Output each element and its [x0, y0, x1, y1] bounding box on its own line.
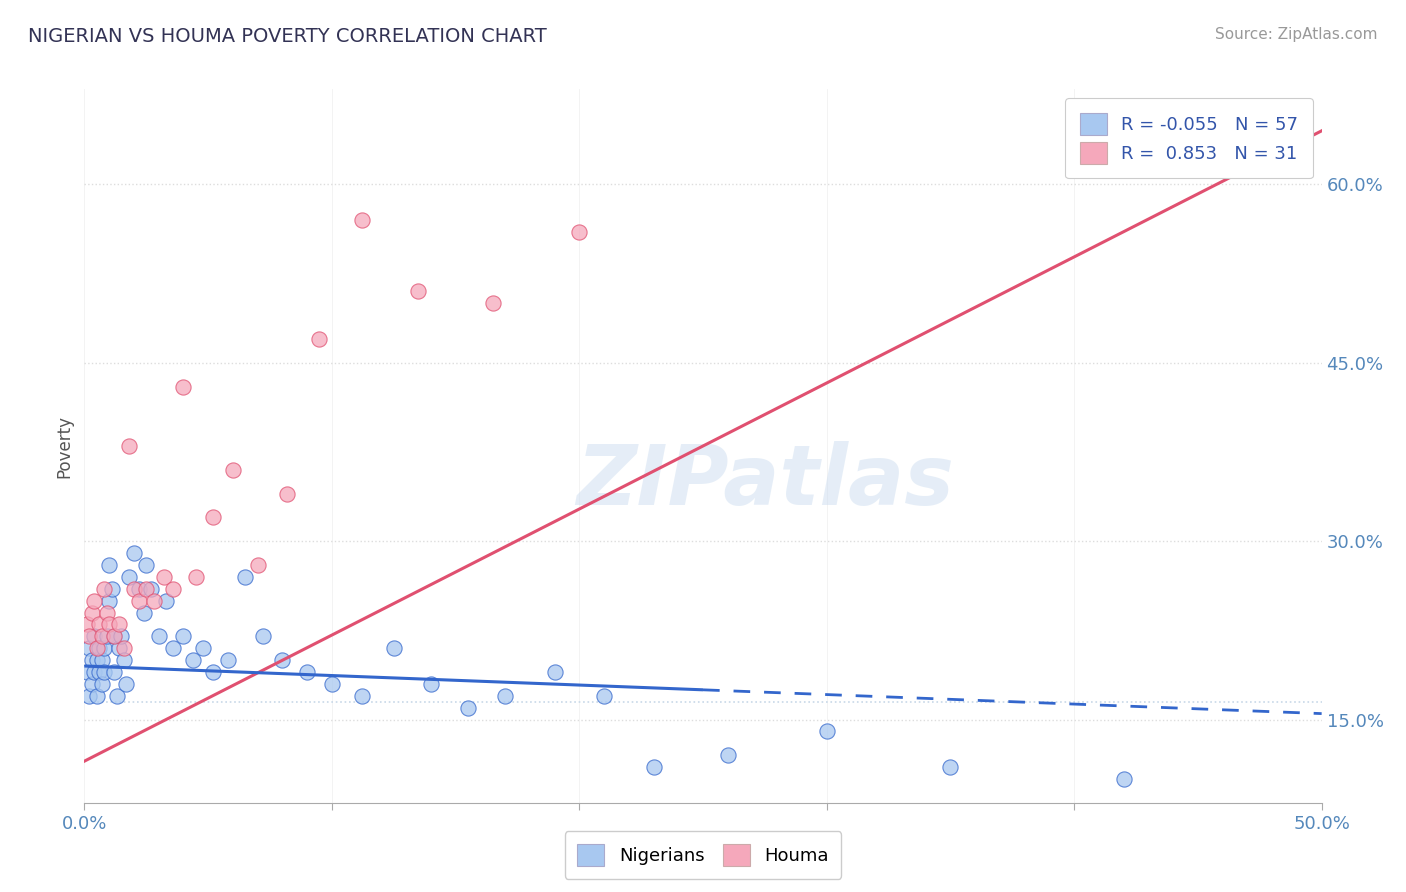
Point [98, 558, 121, 572]
Point [103, 629, 125, 643]
Point [222, 463, 245, 477]
Point [308, 332, 330, 346]
Text: NIGERIAN VS HOUMA POVERTY CORRELATION CHART: NIGERIAN VS HOUMA POVERTY CORRELATION CH… [28, 27, 547, 45]
Point [152, 570, 174, 584]
Point [1112, 772, 1135, 786]
Point [90, 653, 112, 667]
Point [593, 689, 616, 703]
Point [118, 570, 141, 584]
Point [100, 582, 122, 596]
Point [162, 582, 184, 596]
Point [481, 296, 503, 310]
Point [128, 582, 150, 596]
Point [202, 510, 225, 524]
Point [135, 582, 157, 596]
Point [76, 617, 98, 632]
Point [90, 629, 112, 643]
Point [80, 606, 103, 620]
Point [79, 641, 101, 656]
Point [112, 653, 135, 667]
Point [108, 641, 131, 656]
Point [128, 593, 150, 607]
Point [108, 617, 131, 632]
Point [181, 653, 204, 667]
Y-axis label: Poverty: Poverty [55, 415, 73, 477]
Point [494, 689, 516, 703]
Point [89, 617, 111, 632]
Point [115, 677, 138, 691]
Point [110, 629, 132, 643]
Point [98, 617, 121, 632]
Point [86, 689, 108, 703]
Point [83, 665, 105, 679]
Point [80, 653, 103, 667]
Point [457, 700, 479, 714]
Point [118, 439, 141, 453]
Point [93, 665, 115, 679]
Point [172, 629, 194, 643]
Text: Source: ZipAtlas.com: Source: ZipAtlas.com [1215, 27, 1378, 42]
Point [122, 546, 145, 560]
Point [89, 641, 111, 656]
Point [103, 629, 125, 643]
Point [350, 213, 373, 227]
Point [86, 641, 108, 656]
Point [217, 653, 239, 667]
Point [142, 593, 165, 607]
Point [162, 641, 184, 656]
Point [233, 570, 256, 584]
Point [295, 665, 318, 679]
Legend: Nigerians, Houma: Nigerians, Houma [565, 831, 841, 879]
Point [89, 665, 111, 679]
Point [252, 629, 274, 643]
Point [132, 606, 155, 620]
Point [419, 677, 441, 691]
Point [93, 582, 115, 596]
Point [83, 593, 105, 607]
Point [191, 641, 214, 656]
Point [155, 593, 177, 607]
Point [90, 677, 112, 691]
Text: ZIPatlas: ZIPatlas [576, 442, 953, 522]
Point [271, 653, 294, 667]
Point [122, 582, 145, 596]
Point [141, 582, 163, 596]
Point [105, 689, 128, 703]
Point [135, 558, 157, 572]
Point [96, 606, 118, 620]
Point [321, 677, 343, 691]
Point [148, 629, 170, 643]
Point [98, 593, 121, 607]
Point [717, 748, 740, 763]
Point [382, 641, 405, 656]
Point [350, 689, 373, 703]
Point [276, 486, 298, 500]
Point [172, 379, 194, 393]
Point [79, 629, 101, 643]
Point [568, 225, 591, 239]
Legend: R = -0.055   N = 57, R =  0.853   N = 31: R = -0.055 N = 57, R = 0.853 N = 31 [1066, 98, 1313, 178]
Point [96, 629, 118, 643]
Point [83, 629, 105, 643]
Point [79, 689, 101, 703]
Point [643, 760, 665, 774]
Point [184, 570, 207, 584]
Point [76, 665, 98, 679]
Point [543, 665, 565, 679]
Point [86, 653, 108, 667]
Point [202, 665, 225, 679]
Point [939, 760, 962, 774]
Point [246, 558, 269, 572]
Point [112, 641, 135, 656]
Point [408, 285, 430, 299]
Point [93, 641, 115, 656]
Point [80, 677, 103, 691]
Point [103, 665, 125, 679]
Point [815, 724, 838, 739]
